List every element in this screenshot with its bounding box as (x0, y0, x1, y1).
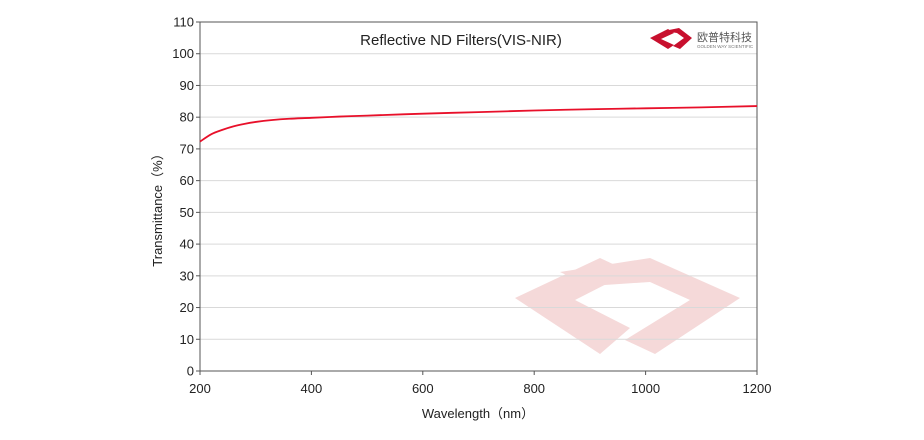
grid-lines (200, 53, 757, 340)
y-tick-label: 100 (172, 46, 194, 61)
watermark-logo (515, 258, 740, 354)
y-tick-label: 60 (180, 173, 194, 188)
y-tick-label: 80 (180, 110, 194, 125)
x-tick-label: 1000 (631, 381, 660, 396)
chart-title: Reflective ND Filters(VIS-NIR) (360, 32, 562, 49)
y-tick-label: 0 (187, 364, 194, 379)
x-tick-label: 1200 (743, 381, 772, 396)
x-axis: 200 400 600 800 1000 1200 (189, 371, 771, 396)
y-tick-label: 70 (180, 141, 194, 156)
series-group (199, 105, 758, 143)
y-tick-label: 30 (180, 268, 194, 283)
x-tick-label: 600 (412, 381, 434, 396)
brand-name-en: GOLDEN WAY SCIENTIFIC (697, 44, 754, 49)
watermark-shape-right (560, 258, 740, 354)
y-axis: 0 10 20 30 40 50 60 70 80 90 100 110 (172, 15, 200, 379)
y-tick-label: 20 (180, 300, 194, 315)
y-tick-label: 50 (180, 205, 194, 220)
plot-frame (199, 21, 758, 372)
y-axis-label: Transmittance（%） (150, 147, 165, 266)
y-tick-label: 90 (180, 78, 194, 93)
brand-logo-shape-right (664, 28, 692, 49)
brand-logo: 欧普特科技 GOLDEN WAY SCIENTIFIC (650, 28, 754, 49)
x-axis-label: Wavelength（nm） (422, 406, 534, 421)
brand-logo-icon (650, 28, 692, 49)
y-tick-label: 40 (180, 237, 194, 252)
series-line (199, 105, 758, 143)
brand-logo-shape-left (650, 29, 674, 49)
x-tick-label: 400 (301, 381, 323, 396)
x-tick-label: 200 (189, 381, 211, 396)
brand-name-cn: 欧普特科技 (697, 30, 752, 44)
y-tick-label: 10 (180, 332, 194, 347)
y-tick-label: 110 (173, 15, 194, 30)
x-tick-label: 800 (523, 381, 545, 396)
